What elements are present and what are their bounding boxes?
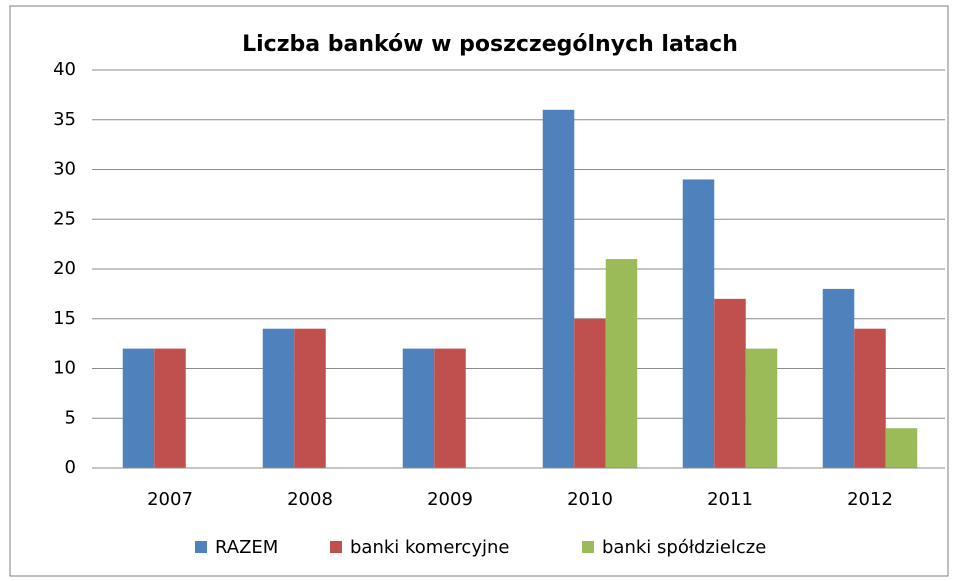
legend-swatch bbox=[195, 541, 207, 553]
bar bbox=[294, 328, 326, 468]
legend-label: banki komercyjne bbox=[350, 537, 509, 558]
bar bbox=[574, 318, 606, 468]
x-tick-label: 2009 bbox=[427, 489, 473, 510]
bar bbox=[402, 348, 435, 468]
x-tick-label: 2012 bbox=[847, 489, 893, 510]
bar bbox=[854, 328, 886, 468]
y-tick-label: 20 bbox=[53, 258, 76, 279]
y-tick-label: 5 bbox=[65, 407, 76, 428]
bar bbox=[682, 179, 715, 468]
bar bbox=[885, 428, 918, 468]
legend-swatch bbox=[330, 541, 342, 553]
bar bbox=[154, 348, 186, 468]
x-tick-label: 2007 bbox=[147, 489, 193, 510]
y-tick-label: 40 bbox=[53, 59, 76, 80]
bar bbox=[745, 348, 778, 468]
chart-border bbox=[9, 5, 949, 577]
bar bbox=[434, 348, 466, 468]
y-tick-label: 15 bbox=[53, 308, 76, 329]
bar bbox=[714, 298, 746, 468]
x-tick-label: 2011 bbox=[707, 489, 753, 510]
bar bbox=[822, 288, 855, 468]
legend-swatch bbox=[582, 541, 594, 553]
y-tick-label: 0 bbox=[65, 457, 76, 478]
bar bbox=[122, 348, 155, 468]
bar bbox=[605, 259, 638, 468]
y-tick-label: 10 bbox=[53, 358, 76, 379]
x-tick-label: 2008 bbox=[287, 489, 333, 510]
y-tick-label: 35 bbox=[53, 109, 76, 130]
chart-title: Liczba banków w poszczególnych latach bbox=[242, 32, 738, 57]
bar bbox=[262, 328, 295, 468]
y-tick-label: 25 bbox=[53, 208, 76, 229]
bar bbox=[542, 109, 575, 469]
x-tick-label: 2010 bbox=[567, 489, 613, 510]
y-tick-label: 30 bbox=[53, 159, 76, 180]
legend-label: RAZEM bbox=[215, 537, 278, 558]
legend-label: banki spółdzielcze bbox=[602, 537, 766, 558]
